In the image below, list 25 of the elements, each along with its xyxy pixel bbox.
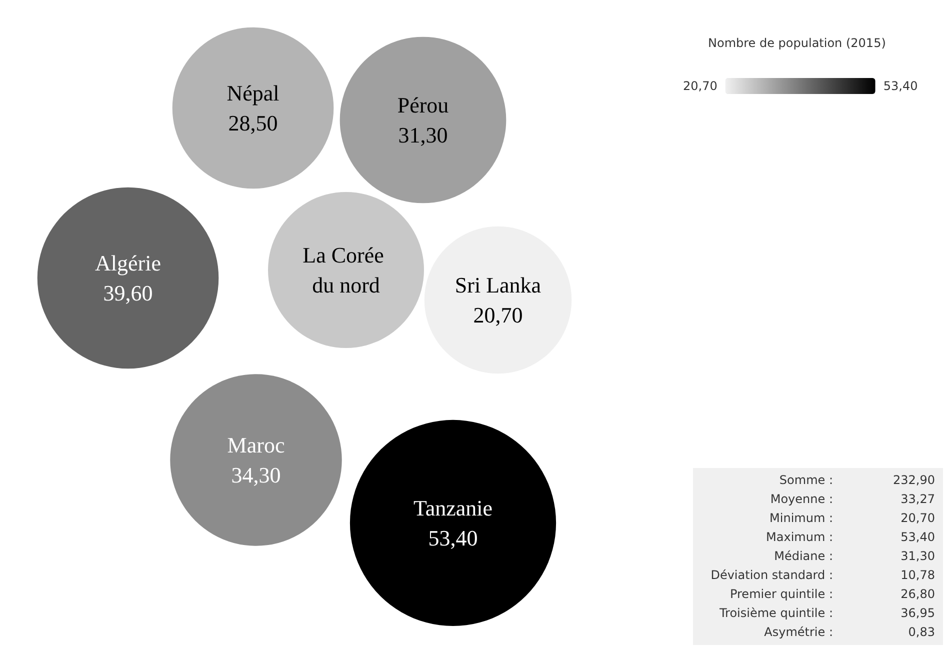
category-label: Népal xyxy=(226,80,280,106)
text: 53,40 xyxy=(883,79,918,93)
text: Médiane : 31,30 xyxy=(774,549,935,563)
text: Déviation standard : 10,78 xyxy=(710,568,935,582)
text: Maximum : 53,40 xyxy=(766,530,935,544)
data-label: 53,40 xyxy=(428,526,478,550)
text: Somme : 232,90 xyxy=(779,473,935,487)
category-label: Algérie xyxy=(95,250,161,276)
data-label: 31,30 xyxy=(398,122,448,148)
category-label: Sri Lanka xyxy=(454,272,542,298)
category-label: Pérou xyxy=(397,92,449,118)
text: Minimum : 20,70 xyxy=(770,511,935,525)
text: Premier quintile : 26,80 xyxy=(730,587,935,601)
text: Moyenne : 33,27 xyxy=(770,492,935,506)
text: Asymétrie : 0,83 xyxy=(764,625,935,639)
text: Troisième quintile : 36,95 xyxy=(719,606,935,620)
category-label: Tanzanie xyxy=(413,496,493,520)
data-label: 20,70 xyxy=(473,302,523,328)
data-label: 28,50 xyxy=(228,110,278,136)
data-label: 34,30 xyxy=(231,462,281,488)
data-label: 39,60 xyxy=(103,280,153,306)
text: 20,70 xyxy=(682,79,718,93)
legend-title: Nombre de population (2015) xyxy=(708,36,886,50)
category-label: Maroc xyxy=(227,432,285,458)
category-label: La Corée du nord xyxy=(302,242,390,298)
